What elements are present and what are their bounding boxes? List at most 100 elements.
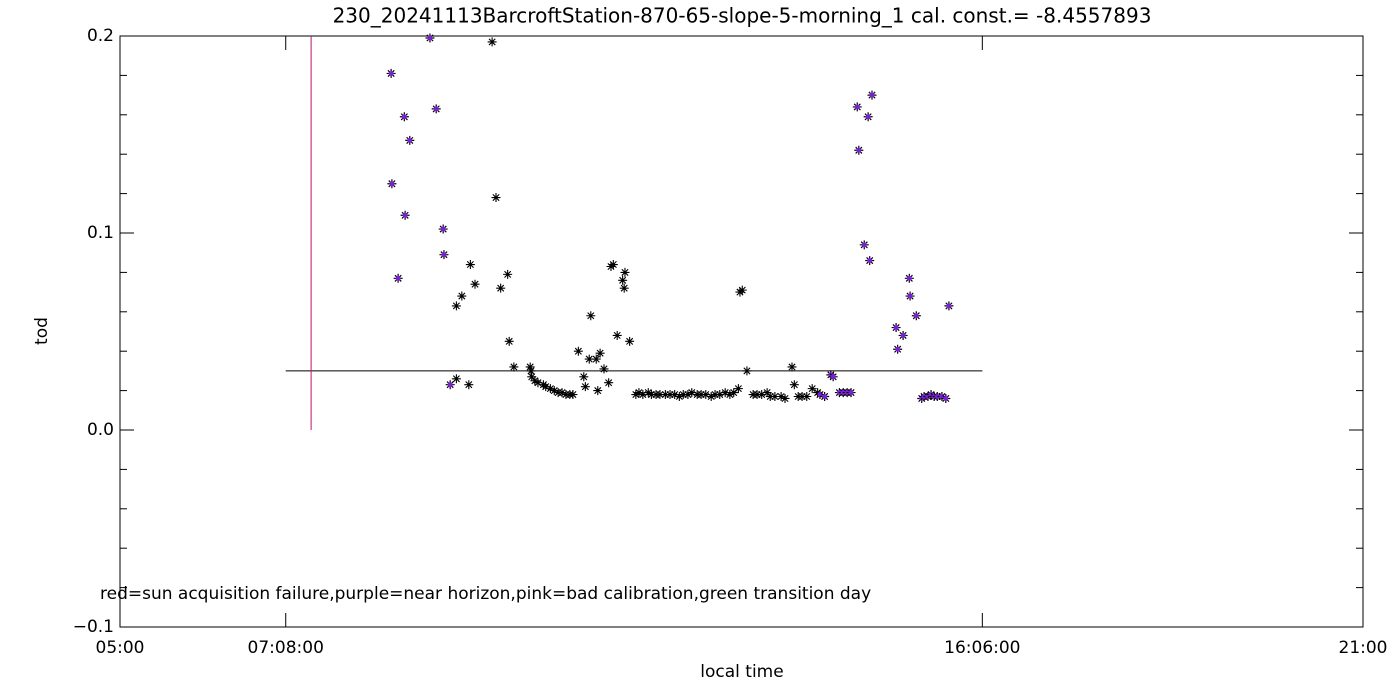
data-point [496,283,506,293]
data-point [431,104,441,114]
point-center [928,392,934,398]
point-center [402,212,408,218]
data-point [386,68,396,78]
data-point [937,392,947,402]
point-star [646,390,656,400]
data-point [509,362,519,372]
data-point [612,330,622,340]
data-point [757,390,767,400]
point-star [527,372,537,382]
data-point [400,210,410,220]
data-point [619,283,629,293]
data-point [586,311,596,321]
data-point [593,386,603,396]
point-center [433,106,439,112]
data-point [525,362,535,372]
point-star [451,374,461,384]
data-point [683,390,693,400]
point-star [504,336,514,346]
data-point [932,392,942,402]
data-point [893,344,903,354]
data-point [541,382,551,392]
point-star [737,285,747,295]
y-tick-label: 0.0 [87,420,114,440]
point-star [526,366,536,376]
data-point [828,372,838,382]
point-star [674,392,684,402]
data-point [439,250,449,260]
point-star [595,348,605,358]
point-star [655,390,665,400]
data-point [464,380,474,390]
point-star [549,386,559,396]
data-point [491,193,501,203]
point-center [867,258,873,264]
data-point [776,392,786,402]
point-star [586,311,596,321]
point-center [388,70,394,76]
point-star [612,330,622,340]
point-star [545,384,555,394]
data-point [665,390,675,400]
data-point [634,388,644,398]
data-point [487,37,497,47]
data-point [696,390,706,400]
data-point [865,256,875,266]
x-tick-label: 05:00 [96,638,145,658]
point-center [939,394,945,400]
chart-title: 230_20241113BarcroftStation-870-65-slope… [333,4,1152,28]
point-star [568,390,578,400]
point-center [865,114,871,120]
point-star [634,388,644,398]
data-point [815,390,825,400]
point-star [525,362,535,372]
point-center [822,394,828,400]
data-point [752,390,762,400]
point-center [869,92,875,98]
point-center [925,394,931,400]
data-point [863,112,873,122]
point-star [457,291,467,301]
data-point [729,388,739,398]
data-point [710,390,720,400]
data-point [923,392,933,402]
data-point [503,269,513,279]
data-point [820,392,830,402]
point-star [725,390,735,400]
point-star [687,388,697,398]
data-point [608,260,618,270]
data-point [733,384,743,394]
point-star [720,388,730,398]
point-star [752,390,762,400]
x-tick-label: 21:00 [1339,638,1388,658]
point-star [509,362,519,372]
data-point [660,390,670,400]
point-star [797,392,807,402]
data-point [737,285,747,295]
data-point [549,386,559,396]
data-point [742,366,752,376]
data-point [451,374,461,384]
data-point [720,388,730,398]
point-star [678,390,688,400]
data-point [643,388,653,398]
data-point [891,323,901,333]
point-star [729,388,739,398]
point-star [625,336,635,346]
data-point [638,390,648,400]
y-axis-label: tod [32,317,52,345]
data-point [438,224,448,234]
point-center [817,392,823,398]
data-point [530,376,540,386]
data-point [527,372,537,382]
data-point [674,392,684,402]
point-star [573,346,583,356]
data-point [765,392,775,402]
data-point [789,380,799,390]
point-center [861,242,867,248]
point-star [604,378,614,388]
point-center [895,346,901,352]
data-point [770,392,780,402]
point-center [401,114,407,120]
point-star [541,382,551,392]
